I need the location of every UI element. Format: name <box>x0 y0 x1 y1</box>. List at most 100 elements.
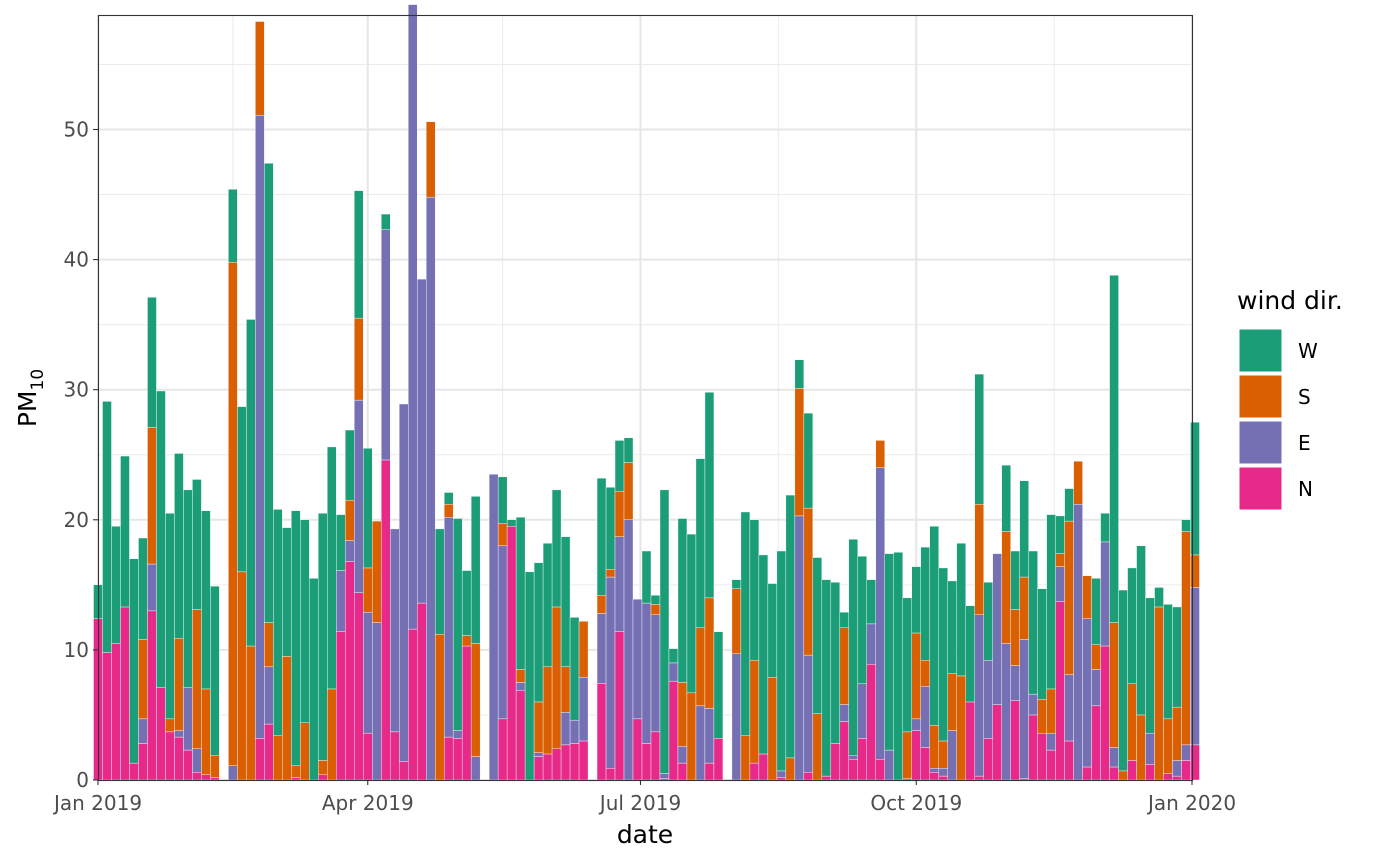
bar-segment-W <box>659 489 670 774</box>
bar-segment-S <box>911 632 921 720</box>
bar-stack <box>659 489 670 781</box>
bar-segment-W <box>111 526 121 644</box>
bar-segment-E <box>992 553 1002 705</box>
bar-segment-W <box>174 453 184 639</box>
bar-segment-W <box>183 489 193 688</box>
bar-segment-W <box>1154 587 1164 608</box>
bar-stack <box>758 554 769 781</box>
bar-segment-N <box>650 731 661 781</box>
y-tick-label: 10 <box>64 638 89 662</box>
bar-segment-N <box>174 736 184 781</box>
legend-swatch <box>1238 374 1283 419</box>
bar-stack <box>1055 515 1065 781</box>
bar-segment-W <box>291 510 301 766</box>
bar-segment-W <box>884 553 894 751</box>
bar-segment-W <box>938 567 948 742</box>
bar-segment-E <box>345 540 355 562</box>
bar-segment-N <box>911 730 921 781</box>
bar-segment-N <box>497 718 508 781</box>
plot-panel-border <box>97 14 1194 782</box>
bar-segment-W <box>731 579 742 589</box>
bar-stack <box>201 510 211 781</box>
bar-segment-S <box>300 722 310 781</box>
bar-segment-E <box>1073 503 1083 781</box>
bar-segment-W <box>443 492 454 505</box>
bar-segment-W <box>237 406 247 573</box>
bar-segment-N <box>1082 766 1092 781</box>
bar-segment-N <box>974 775 984 781</box>
bar-segment-S <box>1019 576 1029 640</box>
bar-segment-S <box>443 503 454 518</box>
bar-segment-E <box>533 752 544 757</box>
legend-item-E: E <box>1238 420 1311 465</box>
x-axis-title: date <box>617 820 673 849</box>
bar-stack <box>803 412 814 781</box>
bar-stack <box>542 543 553 781</box>
bar-segment-S <box>372 520 382 623</box>
bar-segment-E <box>668 662 679 682</box>
bar-segment-S <box>327 688 337 781</box>
bar-segment-N <box>803 771 814 781</box>
bar-segment-E <box>857 683 867 739</box>
bar-segment-S <box>704 597 715 709</box>
bar-segment-S <box>192 609 202 749</box>
bar-segment-S <box>920 660 930 687</box>
bar-stack <box>650 595 661 781</box>
bar-segment-W <box>300 519 310 723</box>
bar-segment-N <box>1127 760 1137 781</box>
bar-stack <box>749 519 760 781</box>
bar-segment-W <box>147 297 157 428</box>
bar-stack <box>1028 550 1038 781</box>
bar-segment-N <box>1028 714 1038 781</box>
bar-segment-W <box>596 477 607 596</box>
bar-segment-E <box>1082 618 1092 768</box>
bar-segment-N <box>210 777 220 781</box>
bar-segment-S <box>291 765 301 778</box>
bar-segment-N <box>749 762 760 781</box>
bar-stack <box>1109 275 1119 781</box>
legend-item-N: N <box>1238 466 1313 511</box>
bar-segment-E <box>390 528 400 733</box>
bar-segment-N <box>363 732 373 781</box>
bar-segment-W <box>201 510 211 690</box>
bar-segment-S <box>345 500 355 541</box>
bar-segment-E <box>228 765 238 781</box>
bar-segment-S <box>551 606 562 749</box>
bar-segment-S <box>1136 714 1146 781</box>
bar-segment-E <box>596 613 607 684</box>
bar-stack <box>138 537 148 781</box>
bar-stack <box>228 189 238 781</box>
bar-segment-N <box>192 771 202 781</box>
bar-stack <box>983 582 993 781</box>
bar-segment-E <box>1181 744 1191 761</box>
legend-item-S: S <box>1238 374 1311 419</box>
bar-segment-W <box>533 562 544 703</box>
bar-segment-N <box>776 777 787 781</box>
bar-segment-N <box>929 771 939 781</box>
bar-segment-S <box>1181 531 1191 746</box>
bar-segment-E <box>632 598 643 720</box>
bar-segment-W <box>1010 550 1020 610</box>
bar-segment-S <box>614 490 625 537</box>
bar-stack <box>1046 514 1056 781</box>
bar-segment-S <box>1082 575 1092 619</box>
bar-stack <box>255 21 265 781</box>
bar-segment-W <box>866 579 876 625</box>
bar-segment-W <box>129 558 139 764</box>
bar-segment-N <box>560 744 571 781</box>
bar-stack <box>129 558 139 781</box>
bar-stack <box>830 582 841 781</box>
bar-segment-W <box>381 213 391 230</box>
bar-stack <box>938 567 948 781</box>
bar-stack <box>443 492 454 781</box>
bar-segment-W <box>695 458 706 628</box>
bar-stack <box>237 406 247 781</box>
bar-segment-W <box>506 519 517 527</box>
bar-segment-W <box>345 429 355 501</box>
bar-segment-S <box>542 666 553 755</box>
bar-stack <box>282 527 292 781</box>
bar-segment-E <box>443 516 454 738</box>
y-tick-label: 20 <box>64 508 89 532</box>
bar-stack <box>1037 588 1047 781</box>
bar-segment-E <box>452 730 463 739</box>
